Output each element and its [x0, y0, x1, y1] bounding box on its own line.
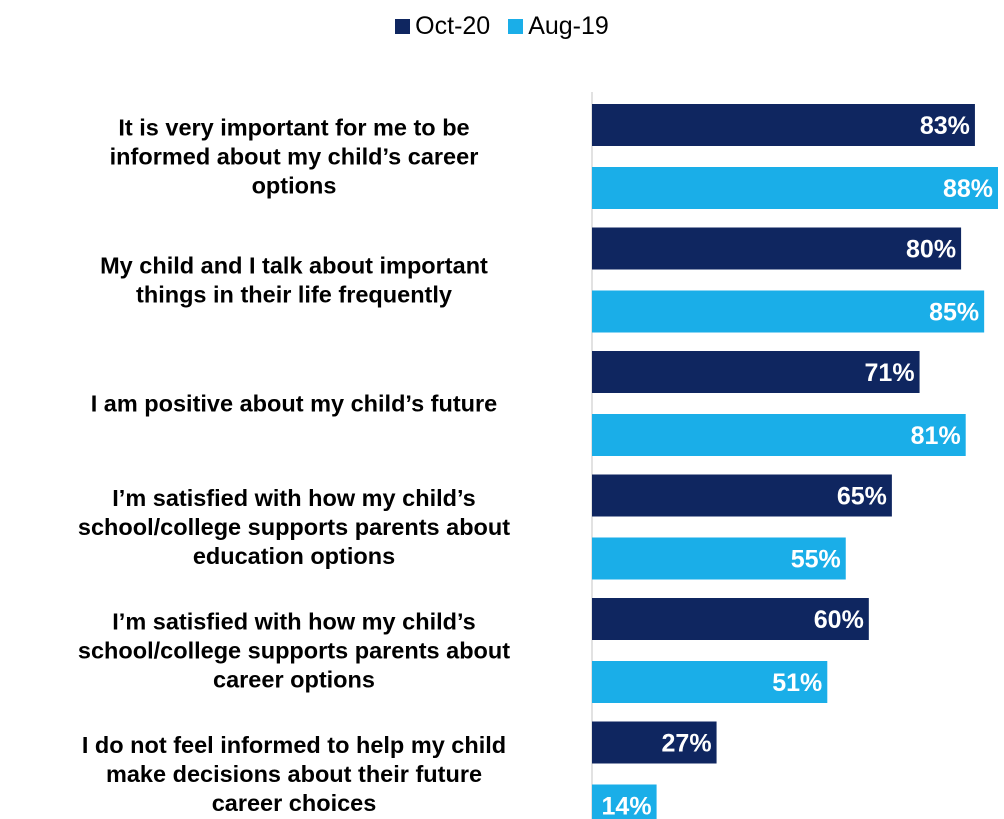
category-label-line: I’m satisfied with how my child’s [112, 485, 475, 511]
bar-aug-19 [592, 167, 998, 209]
bar-oct-20 [592, 104, 975, 146]
category-label-line: I am positive about my child’s future [91, 391, 498, 417]
data-label: 80% [906, 236, 956, 264]
bar-aug-19 [592, 784, 657, 819]
legend-item-oct-20: Oct-20 [395, 12, 490, 41]
legend-swatch-oct-20 [395, 19, 411, 34]
category-label-line: things in their life frequently [136, 282, 452, 308]
legend: Oct-20 Aug-19 [0, 12, 1004, 41]
bar-oct-20 [592, 227, 962, 270]
data-label: 65% [837, 483, 887, 511]
bar-aug-19 [592, 661, 828, 703]
bar-oct-20 [592, 351, 920, 393]
data-label: 71% [865, 359, 915, 387]
category-label-line: school/college supports parents about [78, 514, 510, 540]
category-label: I’m satisfied with how my child’s school/… [78, 609, 510, 693]
category-label-line: informed about my child’s career [110, 144, 479, 170]
category-label-line: My child and I talk about important [100, 253, 488, 279]
data-label: 55% [791, 546, 841, 574]
category-label-line: school/college supports parents about [78, 638, 510, 664]
category-label-line: career options [213, 667, 375, 693]
data-label: 14% [602, 793, 652, 819]
category-label-line: It is very important for me to be [118, 115, 469, 141]
category-label-line: I’m satisfied with how my child’s [112, 609, 475, 635]
data-label: 81% [911, 422, 961, 450]
category-label-line: education options [193, 543, 395, 569]
legend-item-aug-19: Aug-19 [508, 12, 609, 41]
bar-oct-20 [592, 598, 869, 640]
bar-oct-20 [592, 474, 892, 517]
legend-label-aug-19: Aug-19 [528, 12, 609, 40]
category-label-line: career choices [212, 790, 377, 816]
legend-swatch-aug-19 [508, 19, 524, 34]
category-label-line: options [252, 173, 337, 199]
category-label-line: make decisions about their future [106, 761, 482, 787]
bar-aug-19 [592, 537, 846, 580]
category-label: My child and I talk about important thing… [100, 253, 488, 308]
data-label: 88% [943, 175, 993, 203]
category-label: I am positive about my child’s future [91, 391, 498, 417]
category-label: I do not feel informed to help my child m… [82, 732, 506, 816]
category-label-line: I do not feel informed to help my child [82, 732, 506, 758]
data-label: 51% [772, 669, 822, 697]
legend-label-oct-20: Oct-20 [415, 12, 491, 40]
data-label: 83% [920, 112, 970, 140]
data-label: 27% [662, 730, 712, 758]
data-label: 85% [929, 299, 979, 327]
category-label: I’m satisfied with how my child’s school/… [78, 485, 510, 569]
category-label: It is very important for me to be informe… [110, 115, 479, 199]
data-label: 60% [814, 606, 864, 634]
bar-aug-19 [592, 414, 966, 456]
bar-oct-20 [592, 721, 717, 764]
bar-aug-19 [592, 290, 985, 333]
